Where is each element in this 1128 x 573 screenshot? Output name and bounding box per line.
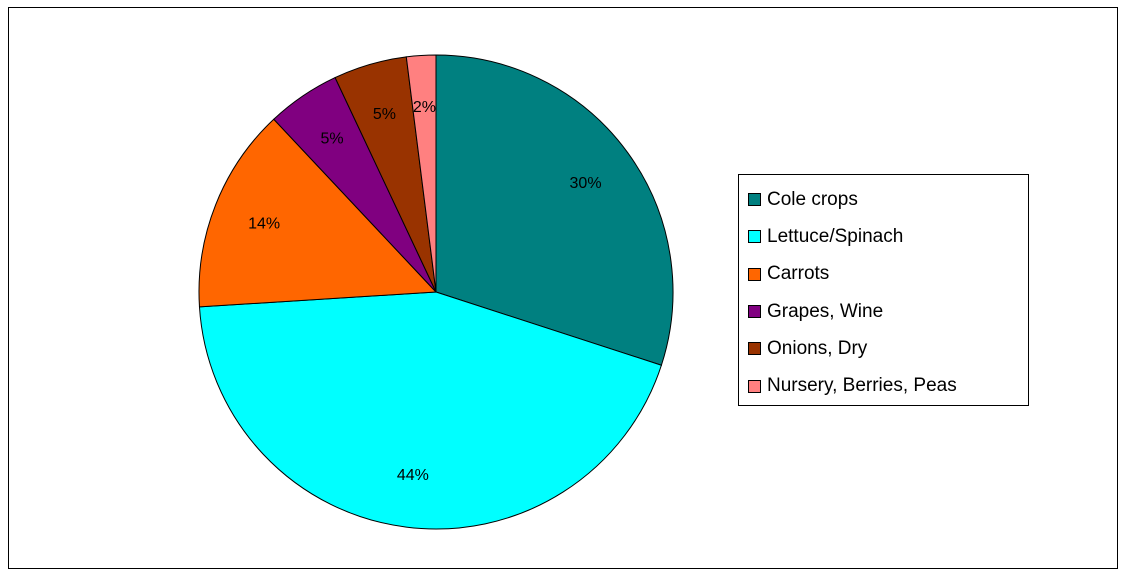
legend-label: Nursery, Berries, Peas [767,375,957,397]
chart-legend: Cole crops Lettuce/Spinach Carrots Grape… [738,174,1029,406]
data-label: 30% [570,175,602,192]
legend-swatch [748,342,761,356]
pie-slice-cole-crops [435,54,674,366]
legend-label: Onions, Dry [767,337,868,359]
legend-item-lettuce-spinach: Lettuce/Spinach [739,218,1028,255]
data-label: 44% [397,467,429,484]
legend-label: Cole crops [767,188,858,210]
data-label: 14% [248,215,280,232]
pie-slice-carrots [198,118,438,308]
legend-item-grapes-wine: Grapes, Wine [739,293,1028,330]
legend-item-cole-crops: Cole crops [739,181,1028,218]
data-label: 5% [321,131,344,148]
legend-label: Lettuce/Spinach [767,225,904,247]
pie-slices [198,54,674,530]
pie-data-labels: 30% 44% 14% 5% 5% 2% [248,99,601,484]
legend-label: Grapes, Wine [767,300,884,322]
legend-swatch [748,305,761,319]
pie-slice-nursery-berries-peas [405,54,437,293]
legend-label: Carrots [767,263,830,285]
legend-swatch [748,379,761,393]
legend-swatch [748,193,761,207]
legend-item-carrots: Carrots [739,256,1028,293]
legend-swatch [748,230,761,244]
data-label: 2% [413,99,436,116]
pie-slice-lettuce-spinach [198,291,663,530]
legend-item-nursery-berries-peas: Nursery, Berries, Peas [739,367,1028,404]
legend-item-onions-dry: Onions, Dry [739,330,1028,367]
legend-swatch [748,267,761,281]
data-label: 5% [373,106,396,123]
